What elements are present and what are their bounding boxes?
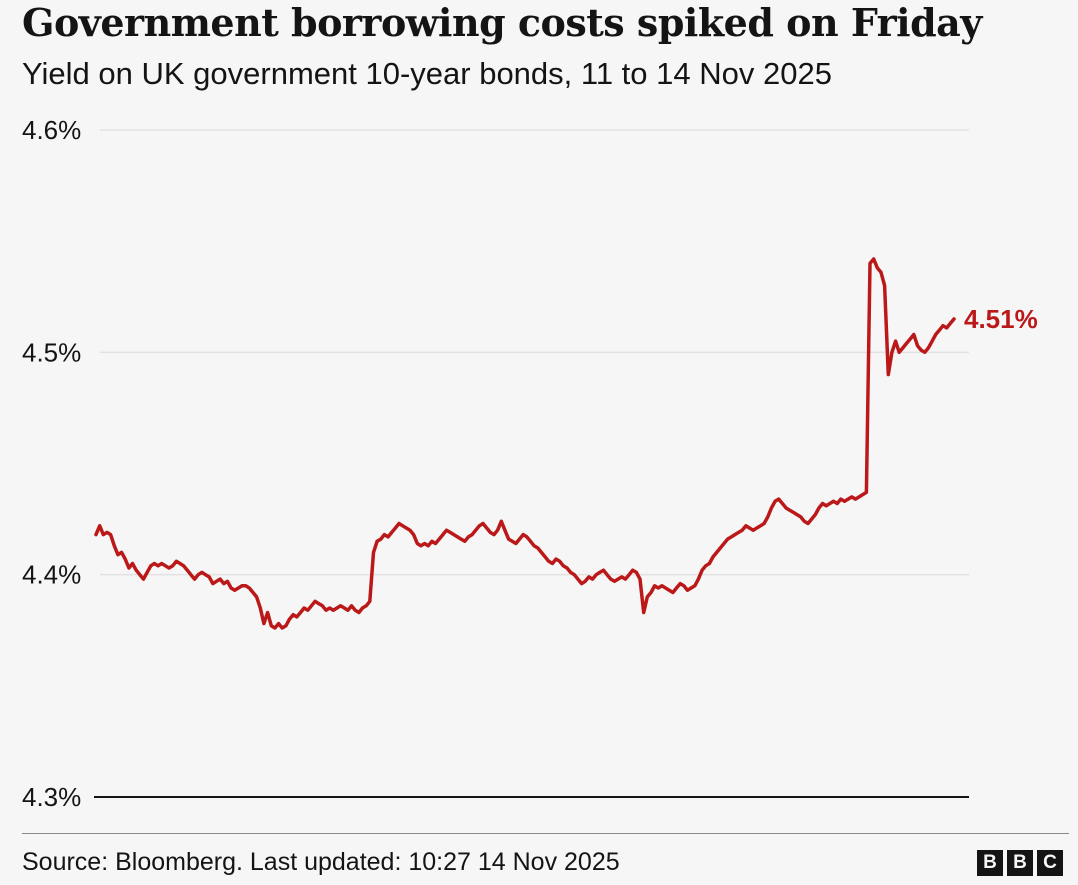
series-line bbox=[94, 257, 956, 630]
annotation-group: 4.51% bbox=[964, 304, 1038, 334]
footer-divider bbox=[22, 833, 1069, 834]
bbc-logo-letter: C bbox=[1037, 850, 1063, 876]
line-chart: 4.3% 4.4% 4.5% 4.6% 4.51% bbox=[22, 115, 1038, 812]
end-value-label: 4.51% bbox=[964, 304, 1038, 334]
y-tick-label: 4.5% bbox=[22, 337, 81, 367]
chart-title: Government borrowing costs spiked on Fri… bbox=[22, 0, 982, 45]
chart-subtitle: Yield on UK government 10-year bonds, 11… bbox=[22, 56, 832, 91]
source-note: Source: Bloomberg. Last updated: 10:27 1… bbox=[22, 848, 620, 876]
y-tick-label: 4.6% bbox=[22, 115, 81, 145]
y-tick-label: 4.4% bbox=[22, 560, 81, 590]
grid-lines bbox=[94, 129, 969, 798]
bbc-logo-letter: B bbox=[1007, 850, 1033, 876]
series-group bbox=[94, 257, 956, 630]
bbc-logo: B B C bbox=[977, 850, 1063, 876]
y-tick-label: 4.3% bbox=[22, 782, 81, 812]
y-tick-labels: 4.3% 4.4% 4.5% 4.6% bbox=[22, 115, 81, 812]
bbc-logo-letter: B bbox=[977, 850, 1003, 876]
